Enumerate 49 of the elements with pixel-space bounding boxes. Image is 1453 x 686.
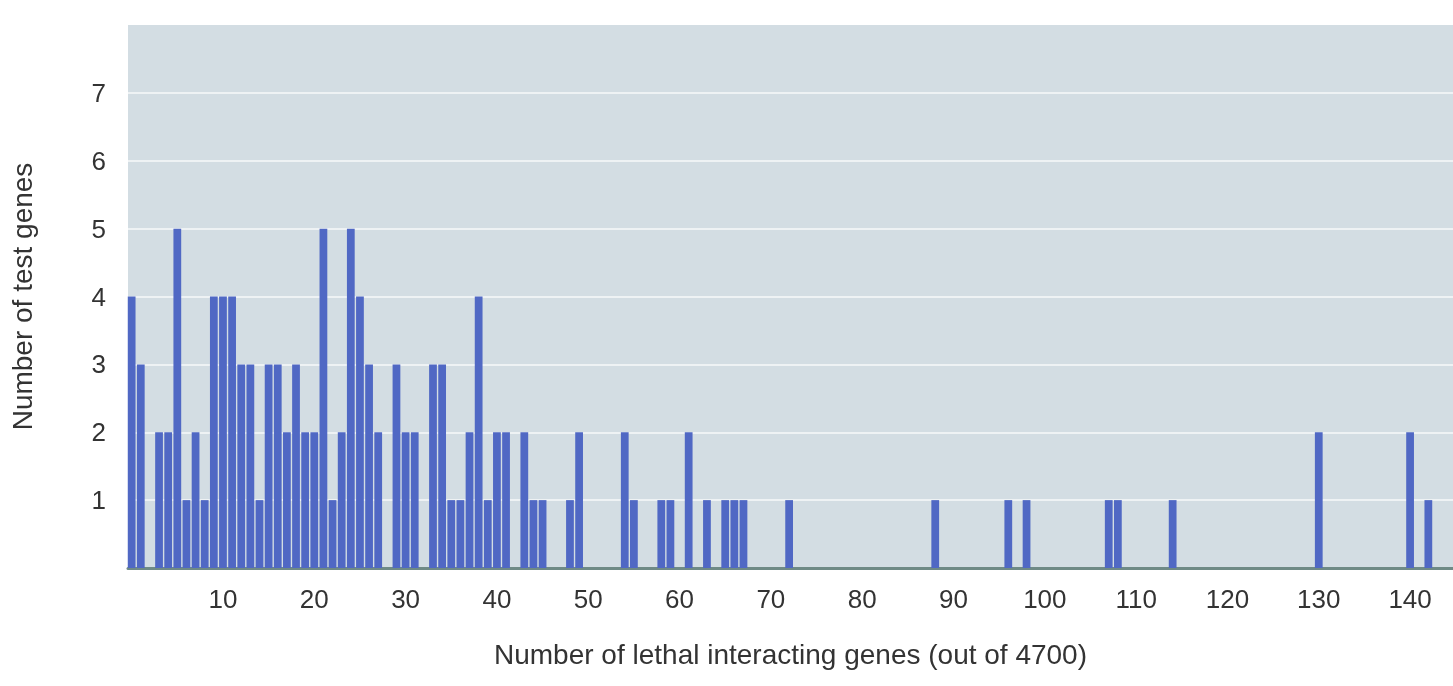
x-tick-label: 80: [847, 584, 877, 614]
bar: [684, 432, 693, 568]
x-tick-label: 90: [939, 584, 968, 614]
bar: [392, 364, 401, 568]
x-tick-label: 30: [391, 584, 421, 614]
bar: [456, 500, 465, 568]
bar: [1168, 500, 1177, 568]
bar: [785, 500, 794, 568]
bar: [401, 432, 410, 568]
x-tick-label: 110: [1115, 584, 1157, 614]
y-tick-label: 3: [91, 349, 106, 380]
bar: [703, 500, 711, 568]
x-tick-label: 70: [756, 584, 786, 614]
x-tick-label: 20: [299, 584, 329, 614]
x-tick-label: 60: [665, 584, 695, 614]
bar: [1314, 432, 1323, 568]
bar: [410, 432, 419, 568]
bar: [529, 500, 538, 568]
x-tick-label: 10: [208, 584, 238, 614]
y-tick-label: 2: [91, 417, 106, 448]
bar: [191, 432, 200, 568]
y-tick-label: 1: [91, 485, 106, 516]
x-tick-label: 130: [1297, 584, 1341, 614]
bar: [657, 500, 666, 568]
y-axis-title: Number of test genes: [6, 162, 38, 431]
x-tick-label: 50: [573, 584, 603, 614]
bar: [1022, 500, 1031, 568]
y-tick-label: 5: [91, 213, 106, 244]
bar: [1424, 500, 1433, 568]
bar: [931, 500, 940, 568]
bar: [255, 500, 264, 568]
bar: [538, 500, 547, 568]
y-tick-label: 7: [91, 77, 106, 108]
x-tick-label: 100: [1023, 584, 1067, 614]
y-tick-label: 4: [91, 281, 106, 312]
bar: [328, 500, 337, 568]
bar: [319, 228, 328, 568]
bar: [465, 432, 474, 568]
bar: [1004, 500, 1013, 568]
x-tick-label: 120: [1205, 584, 1250, 614]
x-tick-label: 40: [482, 584, 512, 614]
y-tick-label: 6: [91, 145, 106, 176]
bar: [1406, 432, 1414, 568]
bar: [666, 500, 675, 568]
x-axis-title: Number of lethal interacting genes (out of 4700): [493, 638, 1088, 670]
bar: [739, 500, 748, 568]
x-tick-label: 140: [1388, 584, 1432, 614]
bar: [520, 432, 529, 568]
bar: [182, 500, 191, 568]
